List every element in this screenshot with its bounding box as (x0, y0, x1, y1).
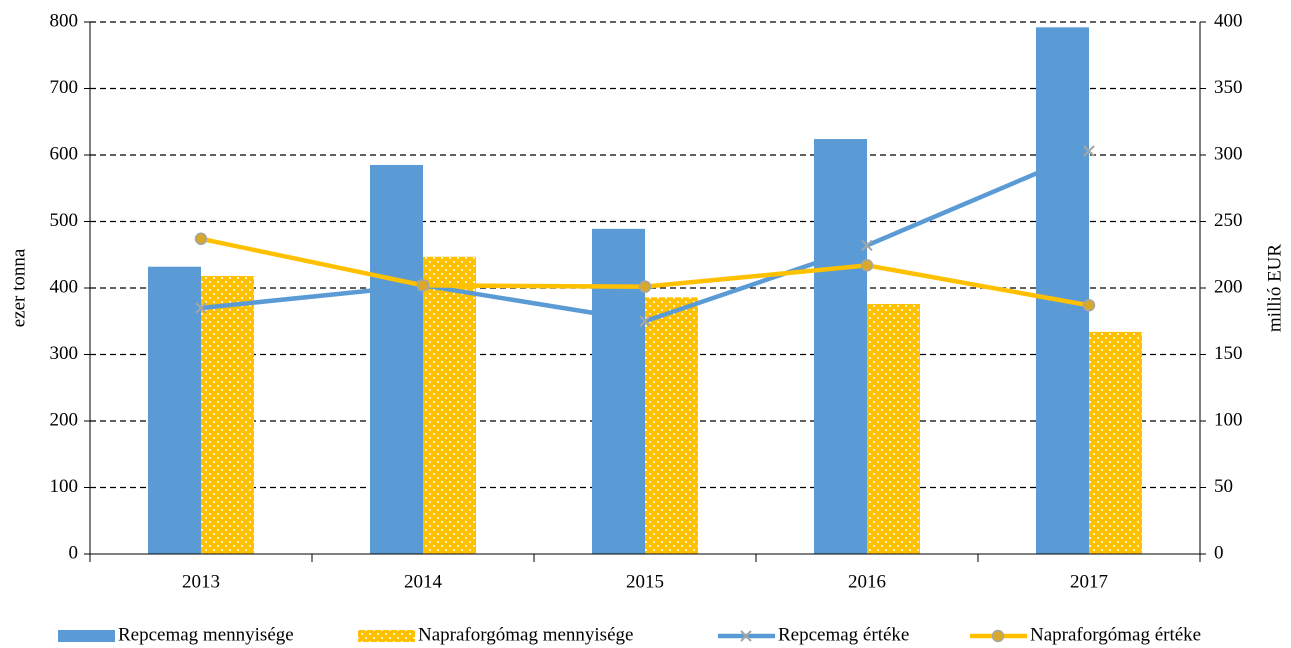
bar (592, 228, 645, 554)
bar (1036, 27, 1089, 554)
marker (416, 279, 430, 292)
legend-marker (991, 629, 1005, 643)
y-tick-label: 700 (50, 77, 79, 98)
marker (1082, 299, 1096, 312)
marker (860, 259, 874, 272)
y-tick-label: 0 (69, 542, 79, 563)
bar (867, 303, 920, 554)
y2-tick-label: 400 (1214, 10, 1243, 31)
y-tick-label: 100 (50, 476, 79, 497)
legend-label: Repcemag mennyisége (118, 624, 294, 645)
y2-axis-title: millió EUR (1264, 244, 1285, 332)
bar (814, 139, 867, 555)
legend-swatch (358, 630, 415, 642)
x-tick-label: 2017 (1070, 571, 1108, 592)
y-tick-label: 400 (50, 276, 79, 297)
y-tick-label: 500 (50, 210, 79, 231)
marker (639, 315, 651, 327)
legend-label: Repcemag értéke (778, 624, 909, 645)
legend-marker (740, 630, 752, 642)
bar (201, 276, 254, 554)
y-tick-label: 200 (50, 409, 79, 430)
y2-tick-label: 150 (1214, 343, 1243, 364)
y-tick-label: 600 (50, 143, 79, 164)
y-tick-label: 800 (50, 10, 79, 31)
marker (861, 239, 873, 252)
marker (194, 232, 208, 246)
marker (638, 280, 652, 293)
x-tick-label: 2014 (404, 571, 443, 592)
y2-tick-label: 100 (1214, 409, 1243, 430)
bar (1089, 331, 1142, 554)
x-tick-label: 2016 (848, 571, 886, 592)
y-tick-label: 300 (50, 343, 79, 364)
legend-label: Napraforgómag értéke (1030, 624, 1201, 645)
bar (370, 164, 423, 554)
marker (195, 302, 207, 314)
bar (148, 266, 201, 554)
y2-tick-label: 200 (1214, 276, 1243, 297)
y2-tick-label: 250 (1214, 210, 1243, 231)
y-axis-title: ezer tonna (8, 248, 29, 327)
y2-tick-label: 300 (1214, 143, 1243, 164)
x-tick-label: 2013 (182, 571, 220, 592)
x-tick-label: 2015 (626, 571, 664, 592)
y2-tick-label: 50 (1214, 476, 1233, 497)
legend-label: Napraforgómag mennyisége (418, 624, 633, 645)
y2-tick-label: 350 (1214, 77, 1243, 98)
bar (645, 297, 698, 554)
marker (1083, 145, 1095, 157)
legend-swatch (58, 630, 115, 642)
y2-tick-label: 0 (1214, 542, 1224, 563)
bar (423, 256, 476, 554)
